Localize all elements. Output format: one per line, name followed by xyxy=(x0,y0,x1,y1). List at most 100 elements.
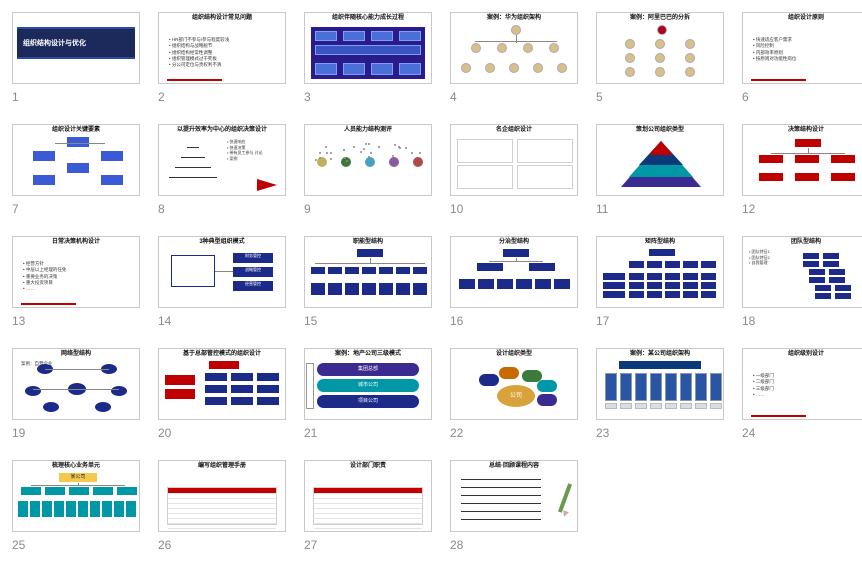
slide-thumbnail-5[interactable]: 案例：阿里巴巴的分拆 xyxy=(596,12,724,84)
slide-cell-22: 设计组织类型公司 22 xyxy=(450,348,578,440)
slide-thumbnail-8[interactable]: 以提升效率为中心的组织决策设计快速响应快速决策带有员工参与 讨论案例 xyxy=(158,124,286,196)
slide-thumbnail-1[interactable]: 组织结构设计与优化 xyxy=(12,12,140,84)
slide-thumbnail-26[interactable]: 编写组织管理手册 xyxy=(158,460,286,532)
slide-cell-25: 梳理核心业务单元某公司 25 xyxy=(12,460,140,552)
slide-number: 28 xyxy=(450,538,578,552)
slide-thumbnail-25[interactable]: 梳理核心业务单元某公司 xyxy=(12,460,140,532)
slide-title: 组织结构设计常见问题 xyxy=(159,13,285,22)
slide-number: 21 xyxy=(304,426,432,440)
slide-number: 8 xyxy=(158,202,286,216)
slide-thumbnail-3[interactable]: 组织伴随核心能力成长过程 xyxy=(304,12,432,84)
slide-number: 24 xyxy=(742,426,862,440)
slide-thumbnail-2[interactable]: 组织结构设计常见问题HR部门不参与/参与程度较浅组织结构与战略脱节组织结构经常性… xyxy=(158,12,286,84)
slide-cell-6: 组织设计原则快速适应客户需求风险控制内部效率原则按原则对功能性岗位6 xyxy=(742,12,862,104)
bullet-item: 按原则对功能性岗位 xyxy=(753,56,861,62)
slide-title: 决策结构设计 xyxy=(743,125,862,134)
slide-thumbnail-22[interactable]: 设计组织类型公司 xyxy=(450,348,578,420)
model-box: 经营管控 xyxy=(233,281,273,291)
slide-number: 9 xyxy=(304,202,432,216)
slide-thumbnail-7[interactable]: 组织设计关键要素 xyxy=(12,124,140,196)
slide-title: 梳理核心业务单元 xyxy=(13,461,139,470)
slide-thumbnail-21[interactable]: 案例：地产公司三级模式集团总部城市公司项目公司 xyxy=(304,348,432,420)
slide-cell-27: 设计部门职责 27 xyxy=(304,460,432,552)
slide-cell-13: 日常决策机构设计经营方针中层以上经理的任免重要业务的决策重大投资项目……13 xyxy=(12,236,140,328)
slide-title: 团队型结构 xyxy=(743,237,862,246)
slide-title: 职能型结构 xyxy=(305,237,431,246)
slide-thumbnail-17[interactable]: 矩阵型结构 xyxy=(596,236,724,308)
slide-thumbnail-23[interactable]: 案例：某公司组织架构 xyxy=(596,348,724,420)
slide-number: 3 xyxy=(304,90,432,104)
slide-number: 11 xyxy=(596,202,724,216)
slide-number: 19 xyxy=(12,426,140,440)
slide-cell-8: 以提升效率为中心的组织决策设计快速响应快速决策带有员工参与 讨论案例 8 xyxy=(158,124,286,216)
slide-number: 5 xyxy=(596,90,724,104)
slide-number: 22 xyxy=(450,426,578,440)
slide-title: 案例：阿里巴巴的分拆 xyxy=(597,13,723,22)
slide-title: 案例：地产公司三级模式 xyxy=(305,349,431,358)
slide-thumbnail-12[interactable]: 决策结构设计 xyxy=(742,124,862,196)
slide-title: 策划公司组织类型 xyxy=(597,125,723,134)
slide-title: 编写组织管理手册 xyxy=(159,461,285,470)
slide-cell-14: 3种典型组织模式财务管控战略管控经营管控14 xyxy=(158,236,286,328)
slide-title: 以提升效率为中心的组织决策设计 xyxy=(159,125,285,134)
slide-thumbnail-9[interactable]: 人员能力结构测评 xyxy=(304,124,432,196)
slide-cell-16: 分治型结构 16 xyxy=(450,236,578,328)
tier-row: 项目公司 xyxy=(317,395,419,408)
slide-title: 组织级别设计 xyxy=(743,349,862,358)
bullet-item: …… xyxy=(23,286,131,292)
slide-thumbnail-13[interactable]: 日常决策机构设计经营方针中层以上经理的任免重要业务的决策重大投资项目…… xyxy=(12,236,140,308)
slide-title: 案例：华为组织架构 xyxy=(451,13,577,22)
slide-number: 17 xyxy=(596,314,724,328)
slide-thumbnail-16[interactable]: 分治型结构 xyxy=(450,236,578,308)
slide-number: 23 xyxy=(596,426,724,440)
tier-row: 城市公司 xyxy=(317,379,419,392)
slide-title: 总结·回顾课程内容 xyxy=(451,461,577,470)
slide-thumbnail-4[interactable]: 案例：华为组织架构 xyxy=(450,12,578,84)
slide-thumbnail-19[interactable]: 网络型结构案例：自营企业 xyxy=(12,348,140,420)
slide-title: 设计部门职责 xyxy=(305,461,431,470)
slide-title: 分治型结构 xyxy=(451,237,577,246)
slide-thumbnail-28[interactable]: 总结·回顾课程内容 xyxy=(450,460,578,532)
slide-number: 14 xyxy=(158,314,286,328)
slide-title: 设计组织类型 xyxy=(451,349,577,358)
slide-thumbnail-10[interactable]: 名企组织设计 xyxy=(450,124,578,196)
slide-thumbnail-15[interactable]: 职能型结构 xyxy=(304,236,432,308)
slide-number: 16 xyxy=(450,314,578,328)
slide-thumbnail-11[interactable]: 策划公司组织类型 xyxy=(596,124,724,196)
deck-title: 组织结构设计与优化 xyxy=(23,38,86,48)
slide-number: 26 xyxy=(158,538,286,552)
slide-cell-1: 组织结构设计与优化 1 xyxy=(12,12,140,104)
slide-cell-9: 人员能力结构测评 9 xyxy=(304,124,432,216)
slide-cell-19: 网络型结构案例：自营企业 19 xyxy=(12,348,140,440)
slide-number: 27 xyxy=(304,538,432,552)
slide-title: 人员能力结构测评 xyxy=(305,125,431,134)
slide-thumbnail-20[interactable]: 基于总部管控模式的组织设计 xyxy=(158,348,286,420)
slide-thumbnail-27[interactable]: 设计部门职责 xyxy=(304,460,432,532)
slide-cell-12: 决策结构设计12 xyxy=(742,124,862,216)
slide-title: 组织设计原则 xyxy=(743,13,862,22)
slide-cell-26: 编写组织管理手册 26 xyxy=(158,460,286,552)
slide-cell-4: 案例：华为组织架构4 xyxy=(450,12,578,104)
slide-number: 25 xyxy=(12,538,140,552)
slide-cell-18: 团队型结构团队特征1团队特征2自我管理18 xyxy=(742,236,862,328)
slide-grid: 组织结构设计与优化 1 组织结构设计常见问题HR部门不参与/参与程度较浅组织结构与战… xyxy=(12,12,850,552)
slide-cell-3: 组织伴随核心能力成长过程 3 xyxy=(304,12,432,104)
root-node: 某公司 xyxy=(59,473,97,482)
slide-thumbnail-24[interactable]: 组织级别设计一级部门二级部门三级部门…… xyxy=(742,348,862,420)
slide-title: 基于总部管控模式的组织设计 xyxy=(159,349,285,358)
bullet-item: 自我管理 xyxy=(749,260,795,266)
bullet-item: …… xyxy=(753,392,861,398)
slide-thumbnail-18[interactable]: 团队型结构团队特征1团队特征2自我管理 xyxy=(742,236,862,308)
slide-number: 10 xyxy=(450,202,578,216)
slide-cell-23: 案例：某公司组织架构 23 xyxy=(596,348,724,440)
slide-title: 名企组织设计 xyxy=(451,125,577,134)
slide-cell-15: 职能型结构15 xyxy=(304,236,432,328)
slide-number: 1 xyxy=(12,90,140,104)
slide-number: 2 xyxy=(158,90,286,104)
slide-thumbnail-14[interactable]: 3种典型组织模式财务管控战略管控经营管控 xyxy=(158,236,286,308)
model-box: 战略管控 xyxy=(233,267,273,277)
label: 案例 xyxy=(227,156,281,162)
slide-title: 3种典型组织模式 xyxy=(159,237,285,246)
slide-thumbnail-6[interactable]: 组织设计原则快速适应客户需求风险控制内部效率原则按原则对功能性岗位 xyxy=(742,12,862,84)
slide-number: 20 xyxy=(158,426,286,440)
